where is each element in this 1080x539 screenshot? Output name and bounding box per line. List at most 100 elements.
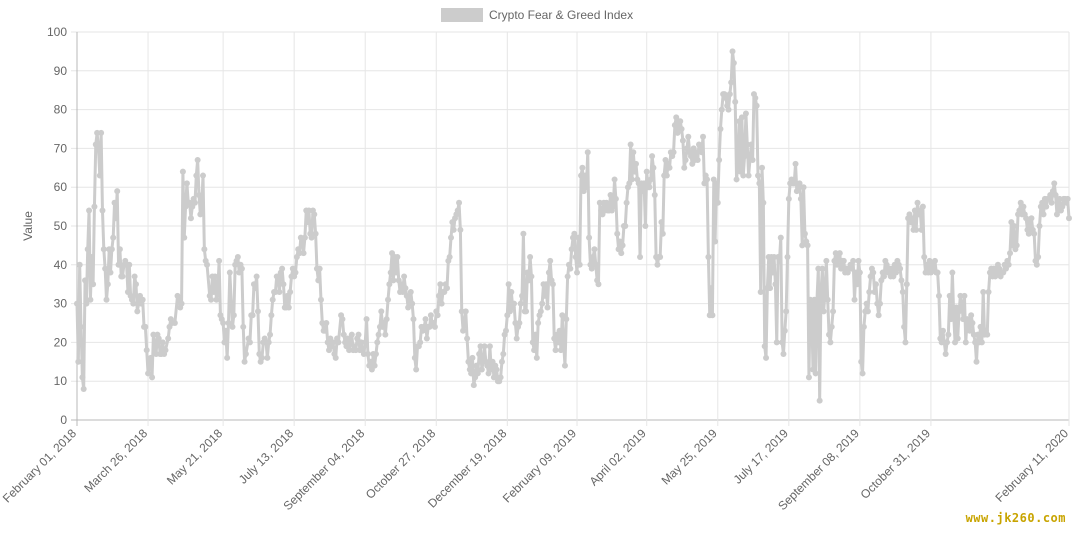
data-point[interactable]: [804, 242, 811, 249]
data-point[interactable]: [246, 339, 253, 346]
data-point[interactable]: [86, 207, 93, 214]
legend[interactable]: Crypto Fear & Greed Index: [441, 8, 633, 22]
data-point[interactable]: [1052, 191, 1059, 198]
data-point[interactable]: [812, 370, 819, 377]
data-point[interactable]: [130, 300, 137, 307]
data-point[interactable]: [639, 188, 646, 195]
data-point[interactable]: [902, 339, 909, 346]
data-point[interactable]: [362, 339, 369, 346]
data-point[interactable]: [773, 339, 780, 346]
data-point[interactable]: [579, 164, 586, 171]
data-point[interactable]: [240, 323, 247, 330]
data-point[interactable]: [497, 374, 504, 381]
data-point[interactable]: [898, 277, 905, 284]
data-point[interactable]: [1053, 211, 1060, 218]
data-point[interactable]: [95, 145, 102, 152]
data-point[interactable]: [801, 230, 808, 237]
data-point[interactable]: [191, 199, 198, 206]
data-point[interactable]: [681, 164, 688, 171]
data-point[interactable]: [705, 254, 712, 261]
data-point[interactable]: [805, 374, 812, 381]
data-point[interactable]: [149, 374, 156, 381]
data-point[interactable]: [531, 347, 538, 354]
data-point[interactable]: [687, 153, 694, 160]
data-point[interactable]: [285, 304, 292, 311]
data-point[interactable]: [728, 79, 735, 86]
data-point[interactable]: [332, 354, 339, 361]
data-point[interactable]: [165, 335, 172, 342]
data-point[interactable]: [308, 234, 315, 241]
data-point[interactable]: [204, 261, 211, 268]
data-point[interactable]: [224, 354, 231, 361]
data-point[interactable]: [254, 308, 261, 315]
data-point[interactable]: [317, 296, 324, 303]
data-point[interactable]: [330, 339, 337, 346]
data-point[interactable]: [269, 296, 276, 303]
data-point[interactable]: [403, 292, 410, 299]
data-point[interactable]: [776, 257, 783, 264]
data-point[interactable]: [838, 265, 845, 272]
data-point[interactable]: [107, 269, 114, 276]
data-point[interactable]: [1020, 203, 1027, 210]
data-point[interactable]: [508, 288, 515, 295]
data-point[interactable]: [234, 254, 241, 261]
data-point[interactable]: [214, 288, 221, 295]
data-point[interactable]: [139, 296, 146, 303]
data-point[interactable]: [279, 265, 286, 272]
data-point[interactable]: [586, 234, 593, 241]
data-point[interactable]: [301, 234, 308, 241]
data-point[interactable]: [836, 250, 843, 257]
data-point[interactable]: [437, 281, 444, 288]
data-point[interactable]: [155, 335, 162, 342]
data-point[interactable]: [722, 94, 729, 101]
data-point[interactable]: [532, 331, 539, 338]
data-point[interactable]: [704, 176, 711, 183]
data-point[interactable]: [220, 320, 227, 326]
data-point[interactable]: [1005, 261, 1012, 268]
data-point[interactable]: [671, 122, 678, 129]
data-point[interactable]: [557, 347, 564, 354]
data-point[interactable]: [280, 281, 287, 288]
data-point[interactable]: [162, 347, 169, 354]
data-point[interactable]: [264, 354, 271, 361]
data-point[interactable]: [572, 254, 579, 261]
data-point[interactable]: [409, 300, 416, 307]
data-point[interactable]: [457, 226, 464, 233]
data-point[interactable]: [752, 94, 759, 101]
data-point[interactable]: [820, 308, 827, 315]
data-point[interactable]: [242, 351, 249, 358]
data-point[interactable]: [238, 265, 245, 272]
data-point[interactable]: [513, 335, 520, 342]
data-point[interactable]: [650, 164, 657, 171]
data-point[interactable]: [375, 331, 382, 338]
data-point[interactable]: [734, 160, 741, 167]
data-point[interactable]: [520, 230, 527, 237]
data-point[interactable]: [364, 351, 371, 358]
data-point[interactable]: [401, 273, 408, 280]
data-point[interactable]: [897, 265, 904, 272]
data-point[interactable]: [914, 199, 921, 206]
data-point[interactable]: [83, 300, 90, 307]
data-point[interactable]: [978, 339, 985, 346]
data-point[interactable]: [221, 339, 228, 346]
data-point[interactable]: [371, 362, 378, 369]
data-point[interactable]: [612, 195, 619, 202]
data-point[interactable]: [112, 215, 119, 222]
data-point[interactable]: [666, 164, 673, 171]
data-point[interactable]: [642, 223, 649, 229]
data-point[interactable]: [1048, 199, 1055, 206]
data-point[interactable]: [469, 354, 476, 361]
data-point[interactable]: [411, 354, 418, 361]
data-point[interactable]: [571, 230, 578, 237]
data-point[interactable]: [145, 370, 152, 377]
data-point[interactable]: [398, 281, 405, 288]
data-point[interactable]: [961, 292, 968, 299]
data-point[interactable]: [760, 199, 767, 206]
data-point[interactable]: [730, 60, 737, 67]
data-point[interactable]: [312, 230, 319, 237]
data-point[interactable]: [131, 273, 138, 280]
data-point[interactable]: [1023, 215, 1030, 222]
data-point[interactable]: [678, 126, 685, 132]
data-point[interactable]: [700, 133, 707, 140]
data-point[interactable]: [423, 335, 430, 342]
